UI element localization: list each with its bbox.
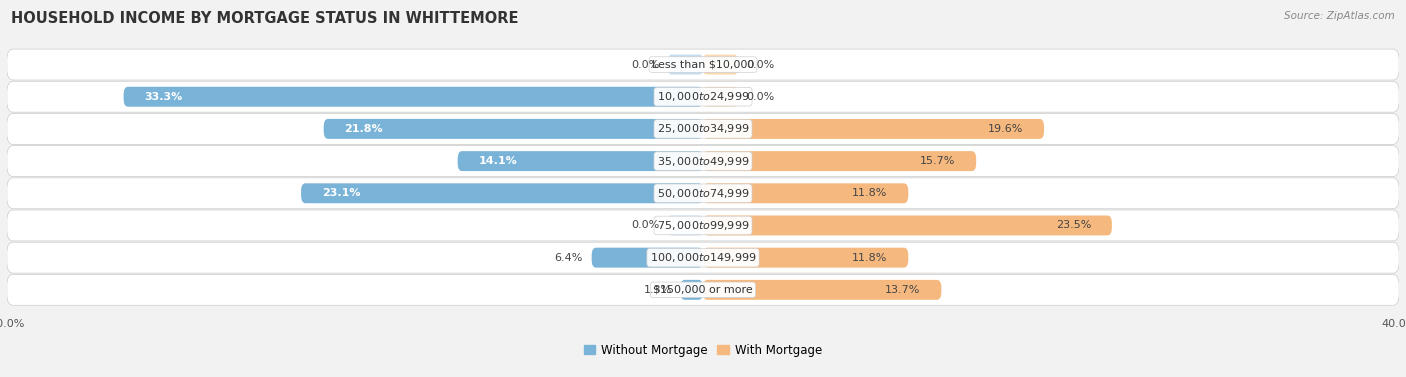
FancyBboxPatch shape (703, 151, 976, 171)
Text: Source: ZipAtlas.com: Source: ZipAtlas.com (1284, 11, 1395, 21)
Text: 23.5%: 23.5% (1056, 221, 1091, 230)
Legend: Without Mortgage, With Mortgage: Without Mortgage, With Mortgage (579, 339, 827, 361)
Text: Less than $10,000: Less than $10,000 (652, 60, 754, 69)
FancyBboxPatch shape (703, 216, 1112, 236)
FancyBboxPatch shape (7, 146, 1399, 176)
FancyBboxPatch shape (703, 183, 908, 203)
Text: 13.7%: 13.7% (886, 285, 921, 295)
Text: 0.0%: 0.0% (747, 60, 775, 69)
FancyBboxPatch shape (458, 151, 703, 171)
FancyBboxPatch shape (7, 210, 1399, 241)
FancyBboxPatch shape (7, 242, 1399, 273)
Text: 0.0%: 0.0% (631, 221, 659, 230)
Text: 23.1%: 23.1% (322, 188, 360, 198)
FancyBboxPatch shape (681, 280, 703, 300)
Text: 11.8%: 11.8% (852, 253, 887, 263)
Text: $10,000 to $24,999: $10,000 to $24,999 (657, 90, 749, 103)
Text: $75,000 to $99,999: $75,000 to $99,999 (657, 219, 749, 232)
FancyBboxPatch shape (703, 119, 1045, 139)
FancyBboxPatch shape (7, 113, 1399, 144)
FancyBboxPatch shape (301, 183, 703, 203)
FancyBboxPatch shape (668, 55, 703, 75)
Text: $25,000 to $34,999: $25,000 to $34,999 (657, 123, 749, 135)
FancyBboxPatch shape (592, 248, 703, 268)
Text: 14.1%: 14.1% (478, 156, 517, 166)
FancyBboxPatch shape (7, 274, 1399, 305)
Text: 0.0%: 0.0% (631, 60, 659, 69)
FancyBboxPatch shape (323, 119, 703, 139)
Text: 33.3%: 33.3% (145, 92, 183, 102)
FancyBboxPatch shape (7, 81, 1399, 112)
FancyBboxPatch shape (703, 55, 738, 75)
FancyBboxPatch shape (703, 280, 942, 300)
Text: 6.4%: 6.4% (554, 253, 583, 263)
Text: $35,000 to $49,999: $35,000 to $49,999 (657, 155, 749, 168)
FancyBboxPatch shape (703, 87, 738, 107)
Text: 21.8%: 21.8% (344, 124, 384, 134)
FancyBboxPatch shape (668, 216, 703, 236)
Text: 19.6%: 19.6% (988, 124, 1024, 134)
Text: 1.3%: 1.3% (644, 285, 672, 295)
Text: $150,000 or more: $150,000 or more (654, 285, 752, 295)
Text: $100,000 to $149,999: $100,000 to $149,999 (650, 251, 756, 264)
Text: 15.7%: 15.7% (920, 156, 955, 166)
Text: 0.0%: 0.0% (747, 92, 775, 102)
FancyBboxPatch shape (124, 87, 703, 107)
Text: 11.8%: 11.8% (852, 188, 887, 198)
FancyBboxPatch shape (7, 49, 1399, 80)
FancyBboxPatch shape (7, 178, 1399, 209)
Text: HOUSEHOLD INCOME BY MORTGAGE STATUS IN WHITTEMORE: HOUSEHOLD INCOME BY MORTGAGE STATUS IN W… (11, 11, 519, 26)
FancyBboxPatch shape (703, 248, 908, 268)
Text: $50,000 to $74,999: $50,000 to $74,999 (657, 187, 749, 200)
